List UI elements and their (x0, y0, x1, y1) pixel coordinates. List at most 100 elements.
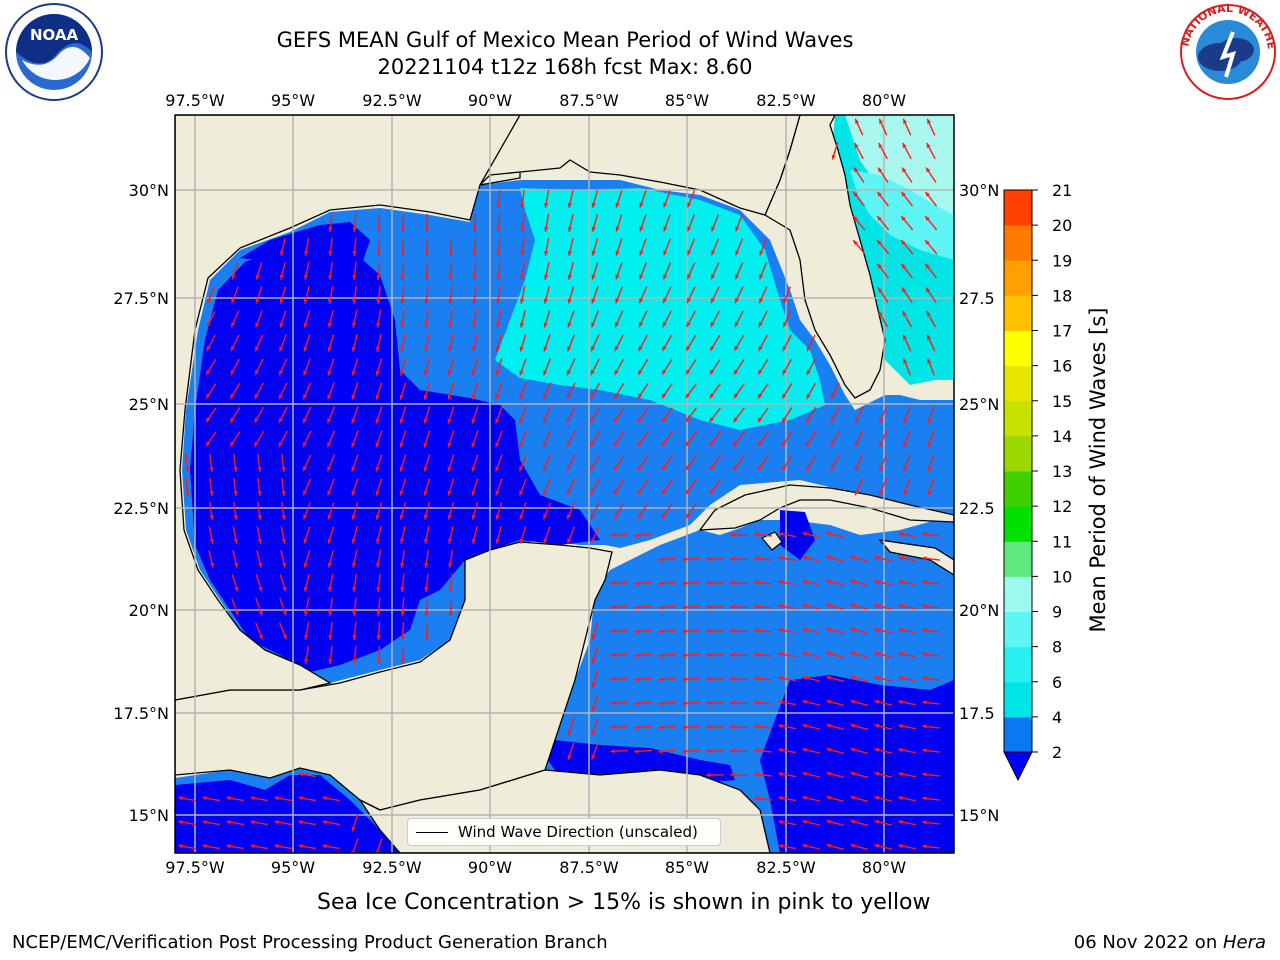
colorbar-tick-label: 17 (1052, 322, 1072, 341)
wind-vector-arrowhead (281, 491, 286, 496)
wind-vector-arrowhead (566, 465, 571, 471)
wind-vector-arrowhead (874, 651, 880, 657)
wind-vector-arrowhead (274, 820, 279, 825)
wind-vector-arrowhead (233, 491, 238, 496)
wind-vector-arrowhead (614, 417, 619, 423)
wind-vector-arrowhead (375, 442, 380, 448)
wind-vector-arrowhead (927, 358, 932, 364)
wind-vector-arrowhead (327, 442, 332, 448)
map-legend: Wind Wave Direction (unscaled) (407, 818, 721, 846)
colorbar-under-extension (1003, 751, 1033, 782)
wind-vector-arrowhead (778, 676, 783, 681)
wind-vector-arrowhead (850, 747, 856, 752)
wind-vector-arrowhead (879, 442, 884, 448)
wind-vector-arrowhead (471, 538, 477, 544)
wind-vector-arrowhead (874, 675, 880, 681)
wind-vector-arrowhead (496, 251, 501, 256)
wind-vector-arrowhead (754, 700, 759, 705)
wind-vector-arrowhead (709, 417, 714, 423)
footer-timestamp: 06 Nov 2022 on Hera (1074, 932, 1266, 953)
wind-vector-arrowhead (519, 514, 524, 520)
wind-vector-arrowhead (682, 629, 687, 634)
wind-vector-arrowhead (922, 820, 927, 825)
wind-vector-arrowhead (734, 345, 739, 351)
wind-vector-arrowhead (687, 250, 692, 256)
wind-vector-arrowhead (567, 514, 572, 520)
wind-vector-arrowhead (922, 724, 927, 729)
wind-vector-arrowhead (706, 604, 711, 610)
wind-vector-arrowhead (850, 795, 856, 800)
wind-vector-arrowhead (922, 604, 927, 609)
wind-vector-arrowhead (658, 725, 663, 730)
wind-vector-arrowhead (591, 682, 596, 688)
wind-vector-arrowhead (375, 370, 380, 376)
wind-vector-arrowhead (255, 274, 260, 280)
wind-vector-arrowhead (615, 202, 620, 208)
wind-vector-arrowhead (543, 274, 549, 280)
wind-vector-arrowhead (205, 417, 211, 423)
wind-vector-arrowhead (327, 562, 332, 568)
wind-vector-arrowhead (375, 418, 380, 424)
wind-vector-arrowhead (754, 772, 759, 777)
wind-vector-arrowhead (231, 274, 236, 280)
wind-vector-arrowhead (850, 555, 856, 560)
colorbar-tick-label: 16 (1052, 357, 1072, 376)
wind-vector-arrowhead (806, 417, 811, 423)
wind-vector-arrowhead (850, 627, 856, 632)
wind-vector-arrowhead (615, 298, 620, 304)
wind-vector-arrowhead (802, 795, 808, 801)
wind-vector-arrowhead (207, 298, 212, 304)
wind-vector-arrowhead (778, 556, 783, 561)
wind-vector-arrowhead (754, 676, 759, 681)
wind-vector-arrowhead (855, 418, 859, 424)
wind-vector-arrowhead (519, 418, 524, 424)
wind-vector-arrowhead (447, 490, 452, 496)
wind-vector-arrowhead (874, 795, 880, 801)
lat-ticks-right: 30°N 27.5 25°N 22.5 20°N 17.5 15°N (959, 181, 999, 825)
eastern-gulf-mid-period (495, 188, 825, 430)
wind-vector-arrowhead (567, 226, 573, 232)
wind-vector-arrowhead (682, 677, 687, 682)
wind-vector-arrowhead (831, 154, 836, 160)
lon-tick-label: 87.5°W (559, 91, 619, 110)
wind-vector-arrowhead (496, 275, 501, 280)
wind-vector-arrowhead (230, 441, 235, 447)
colorbar-tick-label: 9 (1052, 603, 1062, 622)
wind-vector-arrowhead (638, 513, 643, 519)
wind-vector-arrowhead (754, 532, 759, 537)
wind-vector-arrowhead (902, 167, 907, 173)
wind-vector-arrowhead (634, 605, 639, 610)
wind-vector-arrowhead (927, 442, 932, 448)
wind-vector-arrowhead (662, 513, 667, 519)
wind-vector-arrowhead (472, 251, 477, 256)
lon-tick-label: 97.5°W (165, 91, 225, 110)
wind-vector-arrowhead (706, 748, 711, 754)
wind-vector-arrowhead (448, 299, 453, 304)
wind-vector-arrowhead (234, 562, 239, 568)
wind-vector-arrowhead (850, 819, 856, 824)
wind-vector-arrowhead (922, 844, 927, 849)
wind-vector-arrowhead (687, 274, 692, 280)
wind-vector-arrowhead (826, 627, 832, 632)
wind-vector-arrowhead (496, 227, 501, 232)
lat-tick-label: 22.5 (959, 499, 995, 518)
wind-vector-arrowhead (806, 369, 811, 375)
wind-vector-arrowhead (375, 514, 380, 520)
wind-vector-arrowhead (202, 844, 207, 849)
wind-vector-arrowhead (376, 323, 381, 328)
wind-vector-arrowhead (543, 370, 548, 376)
lon-tick-label: 85°W (665, 91, 709, 110)
colorbar-tick-label: 13 (1052, 462, 1072, 481)
wind-vector-arrowhead (850, 651, 856, 656)
wind-vector-arrowhead (927, 490, 932, 496)
wind-vector-arrowhead (927, 334, 932, 340)
colorbar-tick-label: 18 (1052, 286, 1072, 305)
wind-vector-arrowhead (802, 531, 808, 537)
wind-vector-arrowhead (472, 299, 477, 304)
wind-vector-arrowhead (327, 466, 332, 472)
wind-vector-arrowhead (682, 653, 687, 658)
wind-vector-arrowhead (658, 701, 663, 706)
wind-vector-arrowhead (662, 322, 667, 327)
wind-vector-arrowhead (328, 635, 333, 640)
wind-vector-arrowhead (879, 490, 884, 496)
